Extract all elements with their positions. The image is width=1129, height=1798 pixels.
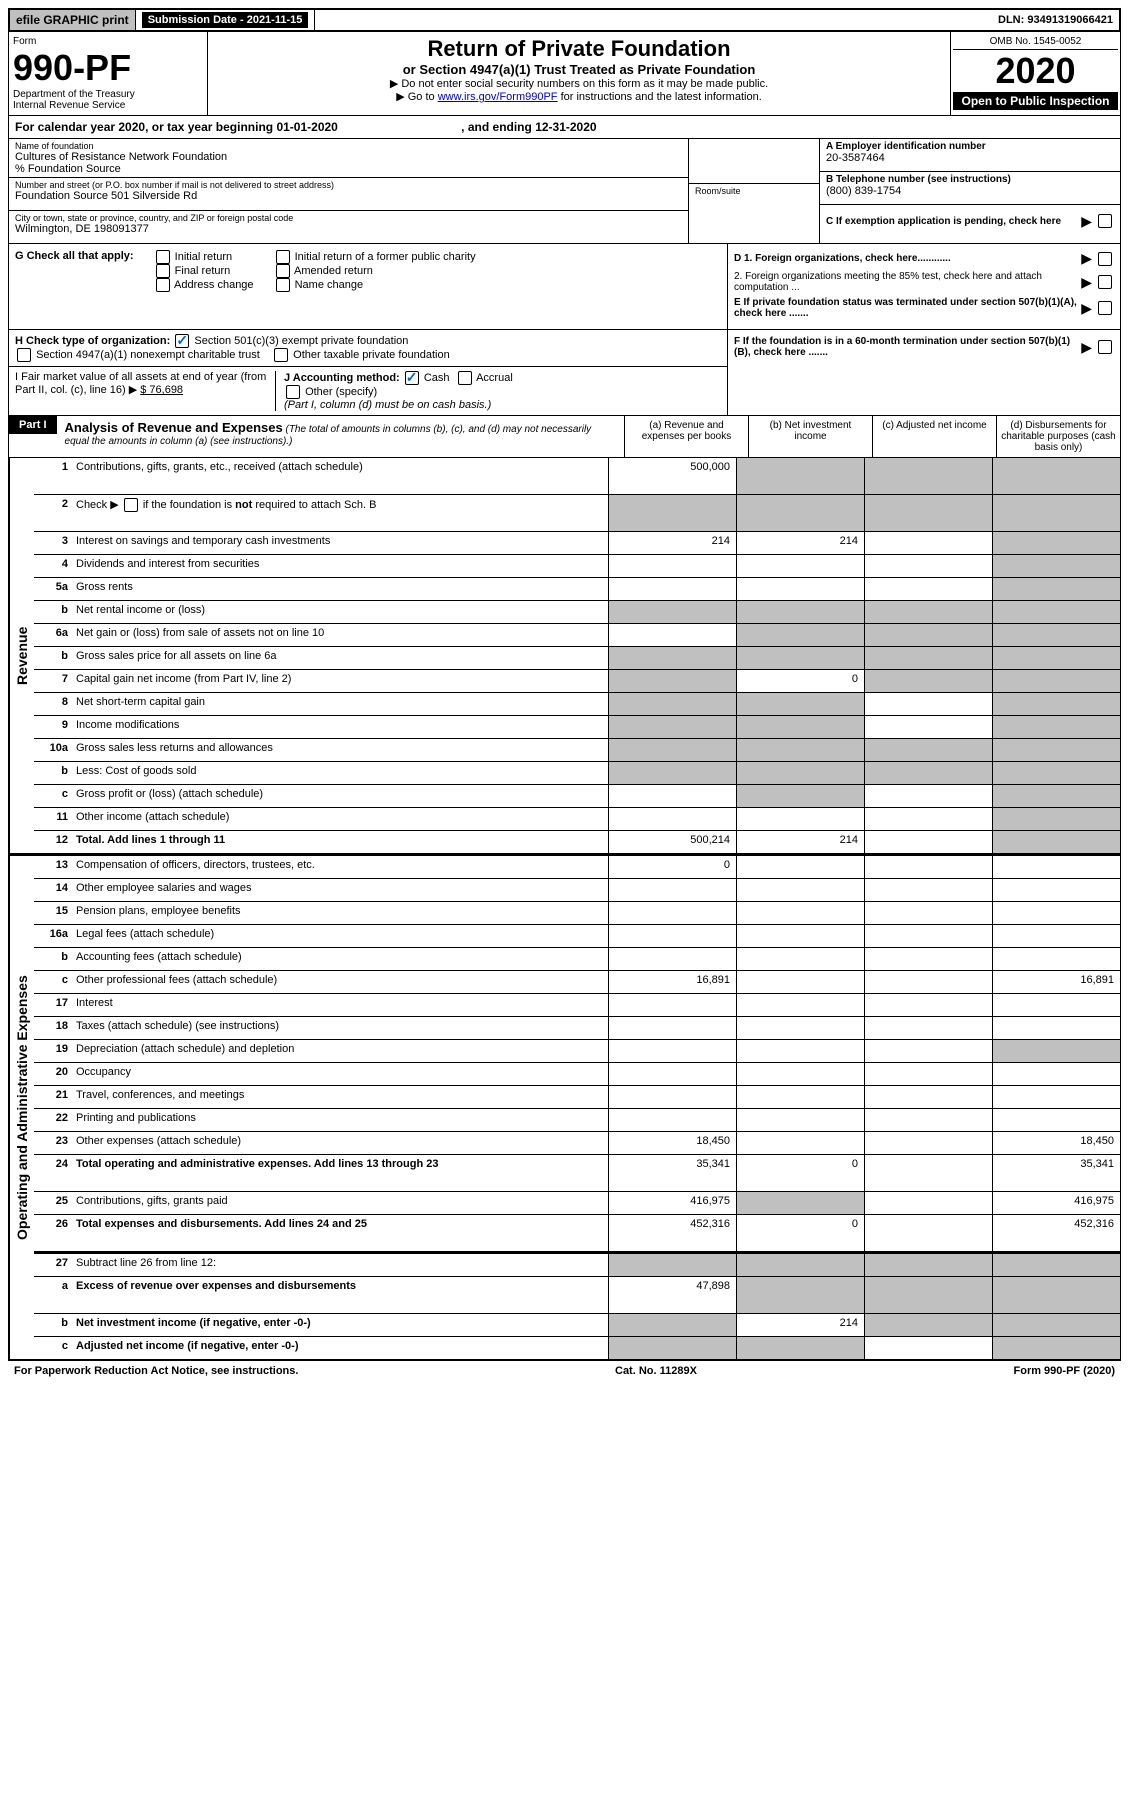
info-grid: Name of foundation Cultures of Resistanc… <box>8 139 1121 244</box>
exemption-cell: C If exemption application is pending, c… <box>820 205 1120 237</box>
initial-public-checkbox[interactable] <box>276 250 290 264</box>
arrow-icon: ▶ <box>1081 274 1092 291</box>
part1-title: Analysis of Revenue and Expenses <box>65 420 283 435</box>
city-cell: City or town, state or province, country… <box>9 211 688 243</box>
other-taxable-checkbox[interactable] <box>274 348 288 362</box>
dept-label: Department of the Treasury <box>13 89 203 100</box>
501c3-checkbox[interactable] <box>175 334 189 348</box>
terminated-checkbox[interactable] <box>1098 301 1112 315</box>
name-change-checkbox[interactable] <box>276 278 290 292</box>
foreign-85-checkbox[interactable] <box>1098 275 1112 289</box>
phone-cell: B Telephone number (see instructions) (8… <box>820 172 1120 205</box>
arrow-icon: ▶ <box>1081 213 1092 230</box>
form-instr1: ▶ Do not enter social security numbers o… <box>216 77 942 90</box>
top-header: efile GRAPHIC print Submission Date - 20… <box>8 8 1121 32</box>
form-title-box: Return of Private Foundation or Section … <box>208 32 950 115</box>
schb-checkbox[interactable] <box>124 498 138 512</box>
irs-link[interactable]: www.irs.gov/Form990PF <box>438 91 558 103</box>
arrow-icon: ▶ <box>1081 250 1092 267</box>
efile-print-button[interactable]: efile GRAPHIC print <box>10 10 136 30</box>
col-b-header: (b) Net investment income <box>748 416 872 457</box>
address-cell: Number and street (or P.O. box number if… <box>9 178 688 211</box>
omb-number: OMB No. 1545-0052 <box>953 34 1118 50</box>
form-instr2: ▶ Go to www.irs.gov/Form990PF for instru… <box>216 90 942 103</box>
address-change-checkbox[interactable] <box>156 278 170 292</box>
section-h: H Check type of organization: Section 50… <box>9 330 727 367</box>
initial-return-checkbox[interactable] <box>156 250 170 264</box>
section-f: F If the foundation is in a 60-month ter… <box>728 330 1120 415</box>
section-g-d: G Check all that apply: Initial return F… <box>8 244 1121 330</box>
form-title: Return of Private Foundation <box>216 36 942 62</box>
section-hij: H Check type of organization: Section 50… <box>8 330 1121 416</box>
section-d: D 1. Foreign organizations, check here..… <box>728 244 1120 329</box>
footer-paperwork: For Paperwork Reduction Act Notice, see … <box>14 1365 298 1377</box>
footer-formno: Form 990-PF (2020) <box>1014 1365 1115 1377</box>
part1-header: Part I Analysis of Revenue and Expenses … <box>8 416 1121 458</box>
accrual-checkbox[interactable] <box>458 371 472 385</box>
section-j: J Accounting method: Cash Accrual Other … <box>275 371 721 411</box>
form-label: Form <box>13 36 203 47</box>
exemption-checkbox[interactable] <box>1098 214 1112 228</box>
foundation-name-cell: Name of foundation Cultures of Resistanc… <box>9 139 688 178</box>
form-number-box: Form 990-PF Department of the Treasury I… <box>9 32 208 115</box>
ein-cell: A Employer identification number 20-3587… <box>820 139 1120 172</box>
fmv-value: $ 76,698 <box>140 384 183 396</box>
4947-checkbox[interactable] <box>17 348 31 362</box>
col-d-header: (d) Disbursements for charitable purpose… <box>996 416 1120 457</box>
irs-label: Internal Revenue Service <box>13 100 203 111</box>
expenses-section: Operating and Administrative Expenses 13… <box>8 854 1121 1360</box>
arrow-icon: ▶ <box>1081 339 1092 356</box>
arrow-icon: ▶ <box>1081 300 1092 317</box>
footer-catno: Cat. No. 11289X <box>615 1365 697 1377</box>
calendar-year-row: For calendar year 2020, or tax year begi… <box>8 116 1121 139</box>
60-month-checkbox[interactable] <box>1098 340 1112 354</box>
form-year-box: OMB No. 1545-0052 2020 Open to Public In… <box>950 32 1120 115</box>
section-g: G Check all that apply: Initial return F… <box>9 244 728 329</box>
form-number: 990-PF <box>13 47 203 89</box>
form-header: Form 990-PF Department of the Treasury I… <box>8 32 1121 116</box>
revenue-label: Revenue <box>9 458 34 853</box>
foreign-org-checkbox[interactable] <box>1098 252 1112 266</box>
final-return-checkbox[interactable] <box>156 264 170 278</box>
part1-badge: Part I <box>9 416 57 434</box>
cash-checkbox[interactable] <box>405 371 419 385</box>
col-c-header: (c) Adjusted net income <box>872 416 996 457</box>
page-footer: For Paperwork Reduction Act Notice, see … <box>8 1360 1121 1381</box>
dln-number: DLN: 93491319066421 <box>992 10 1119 30</box>
room-cell: Room/suite <box>689 184 819 216</box>
section-i: I Fair market value of all assets at end… <box>15 371 275 411</box>
form-subtitle: or Section 4947(a)(1) Trust Treated as P… <box>216 62 942 77</box>
other-method-checkbox[interactable] <box>286 385 300 399</box>
submission-date: Submission Date - 2021-11-15 <box>136 10 316 30</box>
col-a-header: (a) Revenue and expenses per books <box>624 416 748 457</box>
expenses-label: Operating and Administrative Expenses <box>9 856 34 1359</box>
tax-year: 2020 <box>953 50 1118 92</box>
open-public: Open to Public Inspection <box>953 92 1118 110</box>
amended-return-checkbox[interactable] <box>276 264 290 278</box>
revenue-section: Revenue 1Contributions, gifts, grants, e… <box>8 458 1121 854</box>
